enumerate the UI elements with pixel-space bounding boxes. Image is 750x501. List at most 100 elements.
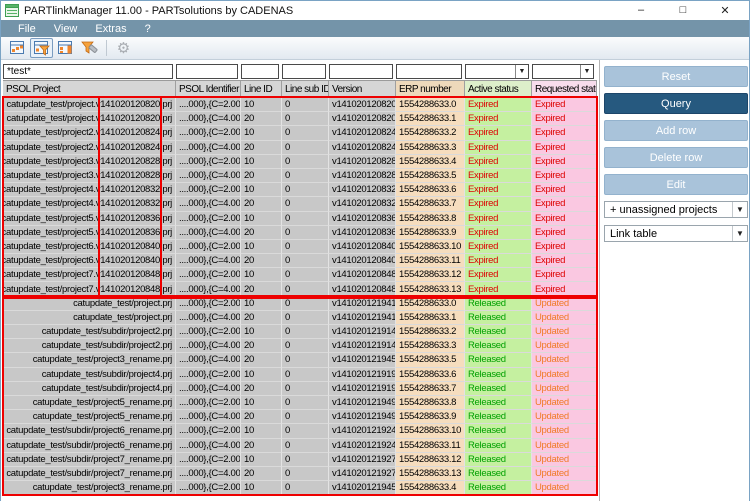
table-structure-button[interactable] xyxy=(54,38,77,58)
filter-input-line-sub-id[interactable] xyxy=(282,64,326,79)
cell-line-id: 20 xyxy=(241,197,282,212)
table-row[interactable]: catupdate_test/project.v141020120820.prj… xyxy=(3,98,597,113)
unassigned-projects-dropdown[interactable]: + unassigned projects ▼ xyxy=(604,201,748,218)
cell-identifier: ....000},{C=2.000} xyxy=(176,126,241,141)
link-table-button[interactable] xyxy=(6,38,29,58)
table-row[interactable]: catupdate_test/project3_rename.prj ....00… xyxy=(3,353,597,368)
table-row[interactable]: catupdate_test/subdir/project2.prj ....00… xyxy=(3,339,597,354)
cell-line-id: 10 xyxy=(241,367,282,382)
column-header-line-id[interactable]: Line ID xyxy=(241,81,282,97)
cell-erp-number: 1554288633.6 xyxy=(396,367,465,382)
cell-requested-status: Expired xyxy=(532,197,597,212)
filter-input-requested-status[interactable]: ▼ xyxy=(532,64,594,79)
cell-version: v141020121941 xyxy=(329,310,396,325)
table-row[interactable]: catupdate_test/project5_rename.prj ....00… xyxy=(3,395,597,411)
cell-requested-status: Expired xyxy=(532,126,597,141)
cell-line-sub-id: 0 xyxy=(282,381,329,396)
table-row[interactable]: catupdate_test/project7.v141020120848.pr… xyxy=(3,268,597,283)
table-row[interactable]: catupdate_test/project7.v141020120848.pr… xyxy=(3,282,597,297)
table-row[interactable]: catupdate_test/subdir/project7_rename.pr… xyxy=(3,452,597,467)
cell-line-sub-id: 0 xyxy=(282,310,329,325)
cell-requested-status: Updated xyxy=(532,325,597,340)
cell-line-sub-id: 0 xyxy=(282,395,329,411)
table-row[interactable]: catupdate_test/subdir/project2.prj ....00… xyxy=(3,325,597,340)
column-header-erp-number[interactable]: ERP number xyxy=(396,81,465,97)
column-header-version[interactable]: Version xyxy=(329,81,396,97)
column-header-line-sub-id[interactable]: Line sub ID xyxy=(282,81,329,97)
menu-extras[interactable]: Extras xyxy=(95,22,127,35)
table-row[interactable]: catupdate_test/subdir/project4.prj ....00… xyxy=(3,367,597,382)
cell-erp-number: 1554288633.12 xyxy=(396,452,465,467)
cell-erp-number: 1554288633.7 xyxy=(396,197,465,212)
add-row-button[interactable]: Add row xyxy=(604,120,748,141)
clear-filter-icon xyxy=(81,41,98,54)
maximize-button[interactable]: □ xyxy=(679,4,687,16)
cell-identifier: ....000},{C=4.000} xyxy=(176,282,241,297)
filter-input-line-id[interactable] xyxy=(241,64,279,79)
table-row[interactable]: catupdate_test/project3.v141020120828.pr… xyxy=(3,168,597,184)
link-table-dropdown[interactable]: Link table ▼ xyxy=(604,225,748,242)
filter-input-version[interactable] xyxy=(329,64,393,79)
cell-version: v141020121949 xyxy=(329,410,396,425)
cell-active-status: Expired xyxy=(465,168,532,184)
table-row[interactable]: catupdate_test/subdir/project7_rename.pr… xyxy=(3,466,597,482)
minimize-button[interactable]: – xyxy=(637,4,645,16)
cell-identifier: ....000},{C=4.000} xyxy=(176,140,241,155)
table-row[interactable]: catupdate_test/project5.v141020120836.pr… xyxy=(3,225,597,240)
cell-project: catupdate_test/subdir/project4.prj xyxy=(3,367,176,382)
cell-project: catupdate_test/project5_rename.prj xyxy=(3,410,176,425)
cell-project: catupdate_test/project2.v141020120824.pr… xyxy=(3,140,176,155)
cell-version: v141020120824 xyxy=(329,140,396,155)
query-button[interactable]: Query xyxy=(604,93,748,114)
table-row[interactable]: catupdate_test/project4.v141020120832.pr… xyxy=(3,197,597,212)
table-row[interactable]: catupdate_test/project.v141020120820.prj… xyxy=(3,112,597,127)
cell-project: catupdate_test/project2.v141020120824.pr… xyxy=(3,126,176,141)
delete-row-button[interactable]: Delete row xyxy=(604,147,748,168)
cell-line-id: 10 xyxy=(241,481,282,496)
settings-button[interactable]: ⚙ xyxy=(112,38,135,58)
column-header-requested-status[interactable]: Requested status xyxy=(532,81,597,97)
table-row[interactable]: catupdate_test/subdir/project4.prj ....00… xyxy=(3,381,597,396)
table-row[interactable]: catupdate_test/project3_rename.prj ....00… xyxy=(3,481,597,496)
filter-input-project[interactable]: *test* xyxy=(3,64,173,79)
clear-filter-button[interactable] xyxy=(78,38,101,58)
edit-button[interactable]: Edit xyxy=(604,174,748,195)
table-row[interactable]: catupdate_test/project3.v141020120828.pr… xyxy=(3,154,597,169)
table-row[interactable]: catupdate_test/project5_rename.prj ....00… xyxy=(3,410,597,425)
table-row[interactable]: catupdate_test/project6.v141020120840.pr… xyxy=(3,254,597,269)
menu-view[interactable]: View xyxy=(53,22,78,35)
cell-requested-status: Updated xyxy=(532,410,597,425)
filter-input-erp-number[interactable] xyxy=(396,64,462,79)
column-header-project[interactable]: PSOL Project xyxy=(3,81,176,97)
table-row[interactable]: catupdate_test/project4.v141020120832.pr… xyxy=(3,183,597,198)
filter-input-active-status[interactable]: ▼ xyxy=(465,64,529,79)
menu-help[interactable]: ? xyxy=(144,22,151,35)
cell-line-sub-id: 0 xyxy=(282,225,329,240)
table-row[interactable]: catupdate_test/subdir/project6_rename.pr… xyxy=(3,438,597,453)
cell-project: catupdate_test/project.prj xyxy=(3,296,176,311)
reset-button[interactable]: Reset xyxy=(604,66,748,87)
table-row[interactable]: catupdate_test/project.prj ....000},{C=2.… xyxy=(3,296,597,311)
filter-input-identifier[interactable] xyxy=(176,64,238,79)
table-row[interactable]: catupdate_test/project5.v141020120836.pr… xyxy=(3,211,597,226)
table-row[interactable]: catupdate_test/project2.v141020120824.pr… xyxy=(3,140,597,155)
close-button[interactable]: ✕ xyxy=(720,5,730,17)
table-structure-icon xyxy=(58,41,72,54)
column-header-active-status[interactable]: Active status xyxy=(465,81,532,97)
cell-version: v141020121919 xyxy=(329,367,396,382)
menu-file[interactable]: File xyxy=(18,22,36,35)
cell-active-status: Expired xyxy=(465,225,532,240)
cell-line-sub-id: 0 xyxy=(282,296,329,311)
grid-header-row: PSOL Project PSOL Identifier Line ID Line s… xyxy=(3,80,597,98)
cell-requested-status: Updated xyxy=(532,395,597,411)
table-row[interactable]: catupdate_test/project2.v141020120824.pr… xyxy=(3,126,597,141)
cell-requested-status: Updated xyxy=(532,481,597,496)
table-row[interactable]: catupdate_test/project.prj ....000},{C=4.… xyxy=(3,310,597,325)
column-header-identifier[interactable]: PSOL Identifier xyxy=(176,81,241,97)
cell-identifier: ....000},{C=4.000} xyxy=(176,353,241,368)
filter-link-table-button[interactable] xyxy=(30,38,53,58)
table-row[interactable]: catupdate_test/project6.v141020120840.pr… xyxy=(3,239,597,255)
cell-active-status: Released xyxy=(465,339,532,354)
cell-erp-number: 1554288633.13 xyxy=(396,466,465,482)
table-row[interactable]: catupdate_test/subdir/project6_rename.pr… xyxy=(3,424,597,439)
